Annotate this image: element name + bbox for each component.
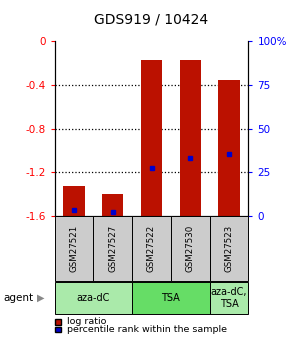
Bar bbox=[132, 216, 171, 281]
Text: GSM27523: GSM27523 bbox=[225, 225, 234, 272]
Text: ▶: ▶ bbox=[37, 293, 45, 303]
Bar bbox=[132, 282, 210, 314]
Text: GSM27521: GSM27521 bbox=[69, 225, 78, 272]
Text: percentile rank within the sample: percentile rank within the sample bbox=[67, 325, 227, 334]
Bar bbox=[55, 216, 93, 281]
Text: GSM27530: GSM27530 bbox=[186, 225, 195, 272]
Bar bbox=[63, 186, 85, 216]
Bar bbox=[141, 60, 162, 216]
Bar bbox=[210, 282, 248, 314]
Text: aza-dC: aza-dC bbox=[77, 293, 110, 303]
Text: agent: agent bbox=[3, 293, 33, 303]
Bar bbox=[102, 194, 123, 216]
Text: log ratio: log ratio bbox=[67, 317, 107, 326]
Text: GSM27527: GSM27527 bbox=[108, 225, 117, 272]
Text: aza-dC,
TSA: aza-dC, TSA bbox=[211, 287, 247, 309]
Bar bbox=[180, 60, 201, 216]
Text: GSM27522: GSM27522 bbox=[147, 225, 156, 272]
Text: GDS919 / 10424: GDS919 / 10424 bbox=[95, 12, 208, 26]
Bar bbox=[210, 216, 248, 281]
Bar bbox=[171, 216, 210, 281]
Text: TSA: TSA bbox=[161, 293, 180, 303]
Bar bbox=[55, 282, 132, 314]
Bar bbox=[218, 79, 240, 216]
Bar bbox=[93, 216, 132, 281]
